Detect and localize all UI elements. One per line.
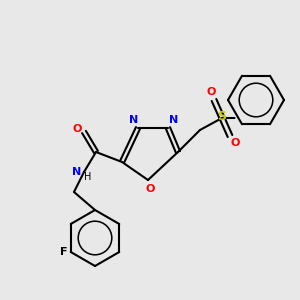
- Text: O: O: [206, 87, 216, 97]
- Text: F: F: [60, 247, 68, 257]
- Text: N: N: [129, 115, 139, 125]
- Text: O: O: [145, 184, 155, 194]
- Text: H: H: [84, 172, 92, 182]
- Text: N: N: [169, 115, 178, 125]
- Text: S: S: [218, 110, 226, 122]
- Text: O: O: [230, 138, 240, 148]
- Text: O: O: [72, 124, 82, 134]
- Text: N: N: [72, 167, 82, 177]
